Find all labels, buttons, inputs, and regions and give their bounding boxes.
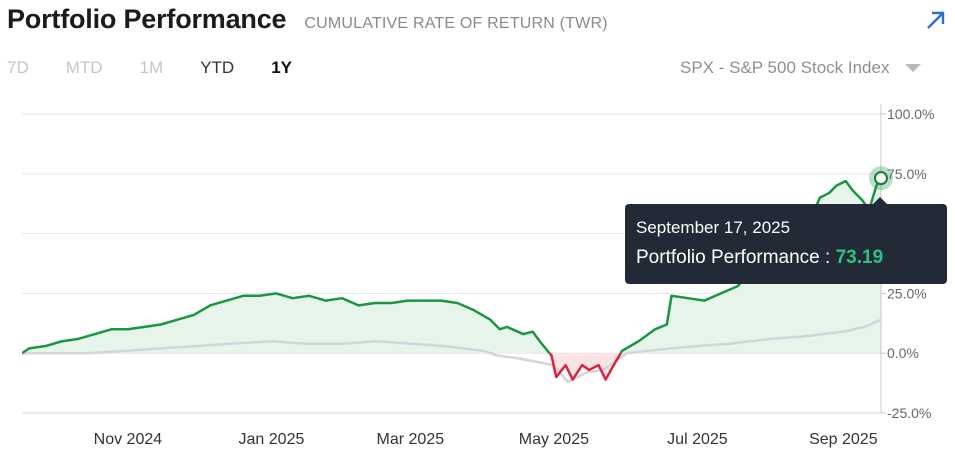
y-tick-label: 100.0% xyxy=(887,106,934,122)
chart-subtitle: CUMULATIVE RATE OF RETURN (TWR) xyxy=(304,15,608,32)
x-tick-label: Sep 2025 xyxy=(809,431,878,448)
expand-icon[interactable] xyxy=(924,8,948,32)
tooltip-series-label: Portfolio Performance : xyxy=(636,247,831,268)
y-tick-label: 0.0% xyxy=(887,345,919,361)
benchmark-series xyxy=(22,318,882,384)
period-1y[interactable]: 1Y xyxy=(271,58,292,77)
period-ytd[interactable]: YTD xyxy=(200,58,235,77)
x-tick-label: May 2025 xyxy=(519,431,589,448)
period-7d[interactable]: 7D xyxy=(7,58,29,77)
tooltip-arrow xyxy=(873,197,887,204)
benchmark-line xyxy=(22,318,882,384)
y-tick-label: 25.0% xyxy=(887,285,927,301)
benchmark-dropdown[interactable]: SPX - S&P 500 Stock Index xyxy=(680,58,922,78)
y-axis: 100.0% 75.0% 25.0% 0.0% -25.0% xyxy=(880,104,934,421)
x-tick-label: Jan 2025 xyxy=(239,431,305,448)
tooltip-line: Portfolio Performance : 73.19 xyxy=(636,247,947,269)
positive-area xyxy=(22,178,881,354)
x-tick-label: Mar 2025 xyxy=(377,431,445,448)
y-tick-label: 75.0% xyxy=(887,166,927,182)
chevron-down-icon xyxy=(905,64,922,72)
x-tick-label: Jul 2025 xyxy=(667,431,728,448)
header: Portfolio Performance CUMULATIVE RATE OF… xyxy=(7,4,608,36)
benchmark-label: SPX - S&P 500 Stock Index xyxy=(680,58,890,77)
x-tick-label: Nov 2024 xyxy=(94,431,163,448)
highlight-marker xyxy=(869,166,893,191)
period-selector: 7D MTD 1M YTD 1Y xyxy=(7,58,329,78)
tooltip-date: September 17, 2025 xyxy=(636,218,791,237)
chart-tooltip: September 17, 2025 Portfolio Performance… xyxy=(625,197,947,284)
highlight-point xyxy=(874,171,888,186)
x-axis: Nov 2024 Jan 2025 Mar 2025 May 2025 Jul 2025… xyxy=(22,412,881,448)
page-title: Portfolio Performance xyxy=(7,4,287,34)
period-mtd[interactable]: MTD xyxy=(65,58,103,77)
tooltip-value: 73.19 xyxy=(835,247,884,268)
y-tick-label: -25.0% xyxy=(887,405,931,421)
period-1m[interactable]: 1M xyxy=(139,58,164,77)
